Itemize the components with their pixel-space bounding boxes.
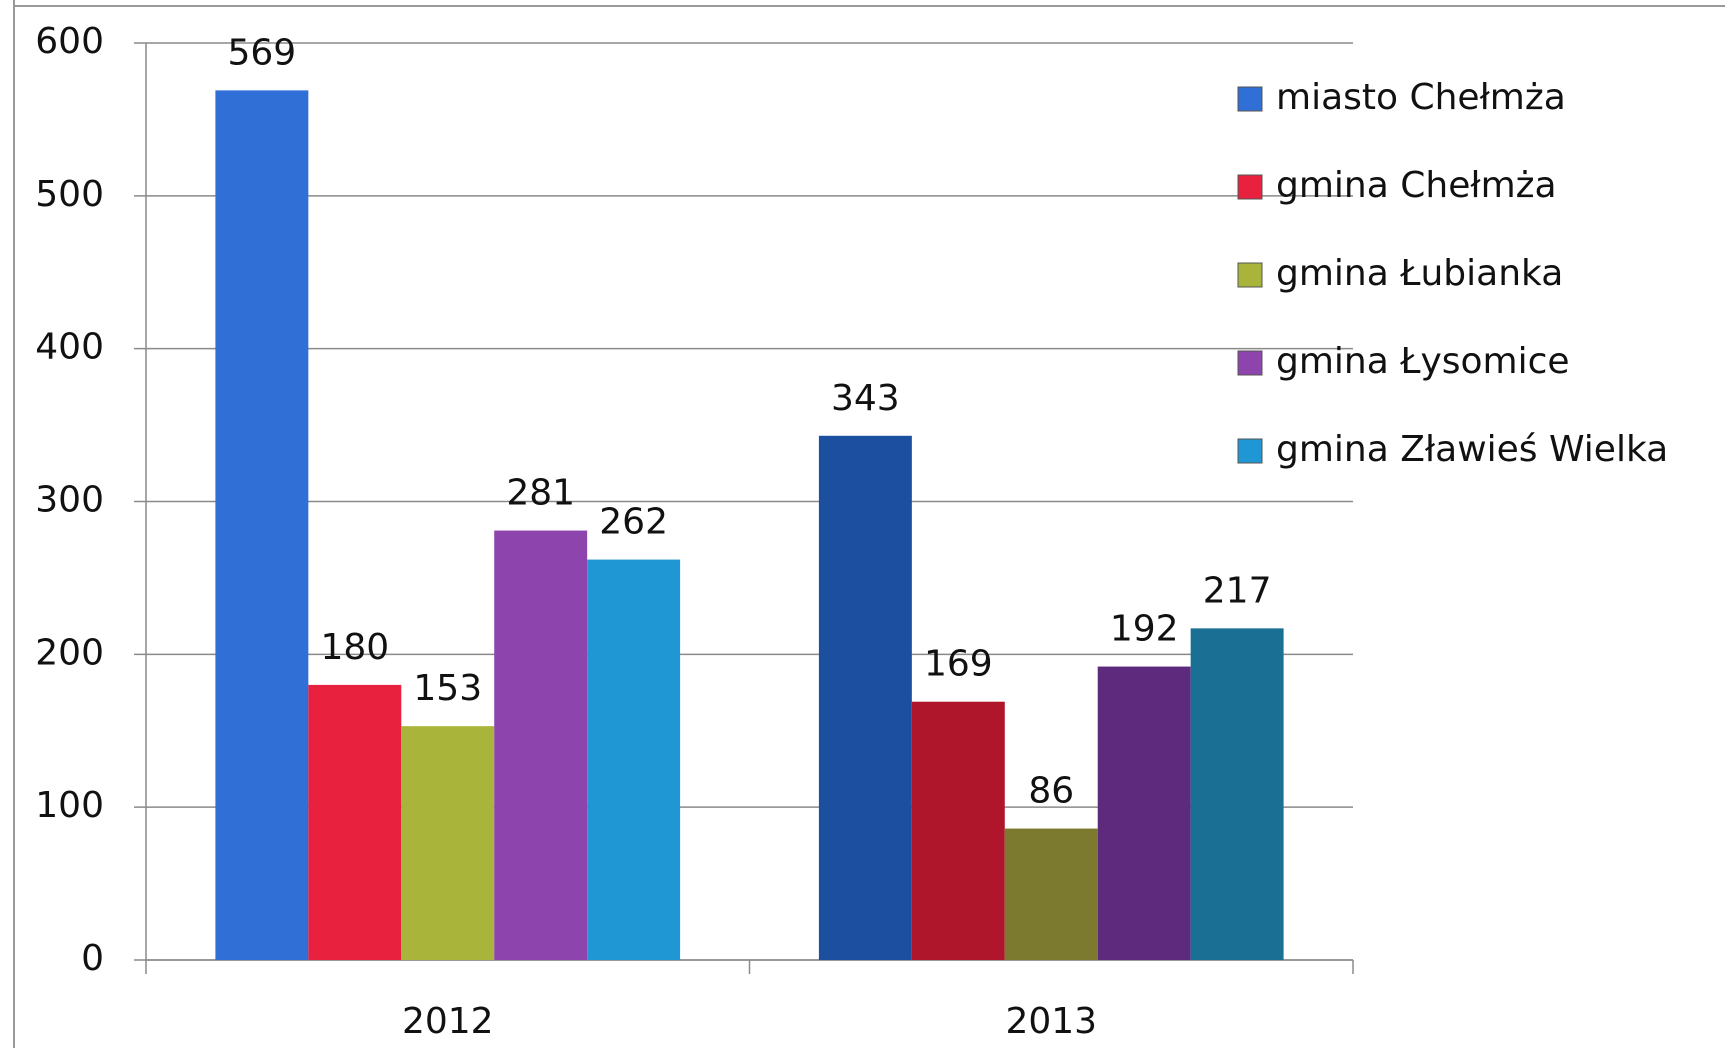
legend-swatch [1237,350,1263,376]
legend-label: miasto Chełmża [1276,77,1566,118]
y-tick-label: 600 [35,21,104,62]
legend-swatch [1237,262,1263,288]
data-label: 281 [506,473,575,514]
legend-label: gmina Zławieś Wielka [1276,429,1668,470]
data-label: 262 [599,502,668,543]
y-tick-label: 200 [35,632,104,673]
data-label: 192 [1110,609,1179,650]
bar [1004,828,1098,960]
y-tick-label: 300 [35,480,104,521]
legend-label: gmina Łysomice [1276,341,1570,382]
legend-label: gmina Łubianka [1276,253,1563,294]
data-label: 217 [1203,570,1272,611]
legend-swatch [1237,438,1263,464]
data-label: 153 [413,668,482,709]
data-label: 569 [228,32,297,73]
y-tick-label: 100 [35,785,104,826]
bar [494,530,588,960]
bar [911,701,1005,960]
data-label: 86 [1028,771,1074,812]
bar [215,90,309,960]
data-label: 343 [831,378,900,419]
legend-swatch [1237,174,1263,200]
x-tick-label: 2013 [1005,1001,1097,1042]
y-tick-label: 0 [81,938,104,979]
bar [308,684,402,960]
bar [1097,666,1191,960]
y-tick-label: 400 [35,327,104,368]
y-tick-label: 500 [35,174,104,215]
data-label: 169 [924,644,993,685]
bar [1190,628,1284,960]
bar [587,559,681,960]
data-label: 180 [320,627,389,668]
bar [818,435,912,960]
legend-swatch [1237,86,1263,112]
legend-label: gmina Chełmża [1276,165,1557,206]
x-tick-label: 2012 [402,1001,494,1042]
bar [401,726,495,960]
